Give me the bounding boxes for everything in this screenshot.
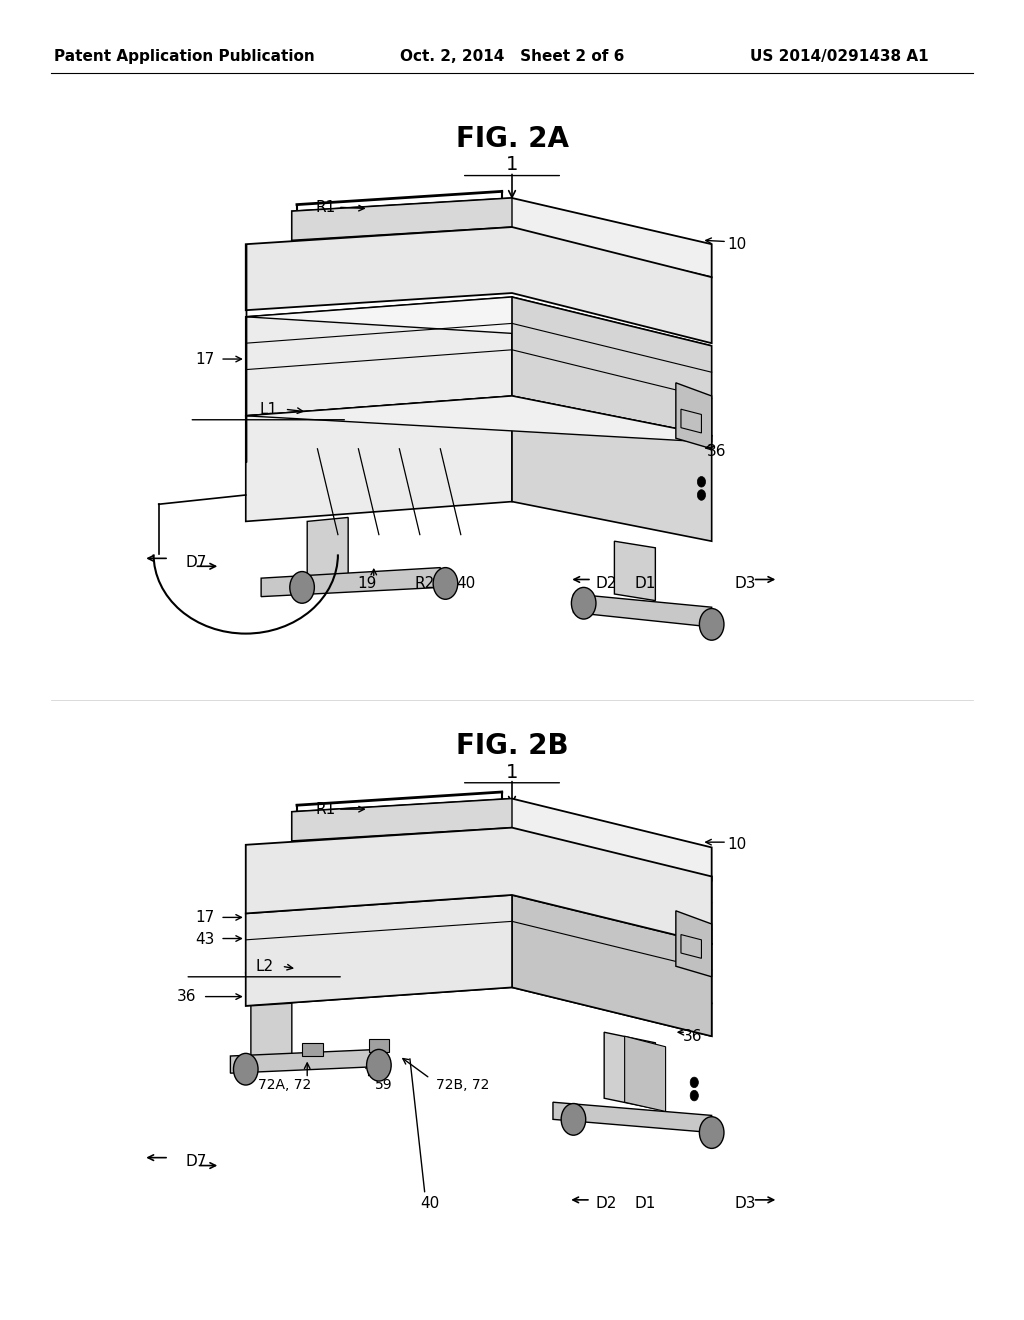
Circle shape (290, 572, 314, 603)
Text: D1: D1 (635, 576, 655, 591)
Text: R1: R1 (315, 801, 336, 817)
Text: 36: 36 (707, 444, 727, 459)
Polygon shape (625, 1036, 666, 1111)
Text: L1: L1 (259, 401, 278, 417)
Circle shape (561, 1104, 586, 1135)
Polygon shape (512, 895, 712, 1036)
Text: 43: 43 (196, 932, 214, 948)
Text: 40: 40 (457, 576, 475, 591)
Text: 59: 59 (375, 1078, 393, 1092)
Polygon shape (307, 517, 348, 578)
Polygon shape (512, 828, 712, 944)
Text: D7: D7 (186, 1154, 207, 1170)
Polygon shape (614, 541, 655, 601)
Polygon shape (553, 1102, 712, 1133)
Polygon shape (292, 198, 512, 240)
Text: 36: 36 (176, 989, 197, 1005)
Circle shape (697, 490, 706, 500)
Polygon shape (246, 297, 512, 416)
Polygon shape (292, 799, 712, 880)
Text: US 2014/0291438 A1: US 2014/0291438 A1 (751, 49, 929, 65)
Text: D3: D3 (735, 576, 756, 591)
Polygon shape (246, 227, 712, 343)
Circle shape (571, 587, 596, 619)
Polygon shape (292, 799, 512, 841)
Polygon shape (246, 895, 512, 1006)
Circle shape (367, 1049, 391, 1081)
Text: D1: D1 (635, 1196, 655, 1212)
Text: 10: 10 (728, 837, 746, 853)
Circle shape (697, 477, 706, 487)
Text: D2: D2 (596, 1196, 616, 1212)
Polygon shape (251, 1003, 292, 1059)
Circle shape (433, 568, 458, 599)
Circle shape (690, 1090, 698, 1101)
Text: FIG. 2A: FIG. 2A (456, 124, 568, 153)
Text: D3: D3 (735, 1196, 756, 1212)
Text: 17: 17 (196, 351, 214, 367)
Text: R1: R1 (315, 199, 336, 215)
Polygon shape (302, 1043, 323, 1056)
Polygon shape (246, 954, 712, 1036)
Polygon shape (604, 1032, 655, 1109)
Text: Oct. 2, 2014   Sheet 2 of 6: Oct. 2, 2014 Sheet 2 of 6 (399, 49, 625, 65)
Polygon shape (676, 383, 712, 449)
Text: FIG. 2B: FIG. 2B (456, 731, 568, 760)
Text: 40: 40 (421, 1196, 439, 1212)
Circle shape (690, 1077, 698, 1088)
Polygon shape (246, 828, 712, 944)
Text: 19: 19 (357, 576, 376, 591)
Text: 17: 17 (196, 909, 214, 925)
Circle shape (699, 609, 724, 640)
Text: 72A, 72: 72A, 72 (258, 1078, 311, 1092)
Polygon shape (512, 297, 712, 436)
Polygon shape (246, 297, 712, 346)
Text: Patent Application Publication: Patent Application Publication (54, 49, 314, 65)
Polygon shape (676, 911, 712, 977)
Text: D2: D2 (596, 576, 616, 591)
Polygon shape (573, 594, 712, 627)
Polygon shape (292, 198, 712, 277)
Text: D7: D7 (186, 554, 207, 570)
Polygon shape (246, 396, 712, 442)
Text: R2: R2 (415, 576, 435, 591)
Polygon shape (512, 396, 712, 541)
Polygon shape (246, 396, 512, 521)
Text: 1: 1 (506, 156, 518, 174)
Text: 1: 1 (506, 763, 518, 781)
Polygon shape (230, 1049, 379, 1073)
Polygon shape (261, 568, 440, 597)
Text: 72B, 72: 72B, 72 (436, 1078, 489, 1092)
Circle shape (699, 1117, 724, 1148)
Circle shape (233, 1053, 258, 1085)
Polygon shape (246, 895, 712, 1003)
Text: L2: L2 (255, 958, 273, 974)
Text: 36: 36 (682, 1028, 702, 1044)
Polygon shape (369, 1039, 389, 1052)
Text: 10: 10 (728, 236, 746, 252)
